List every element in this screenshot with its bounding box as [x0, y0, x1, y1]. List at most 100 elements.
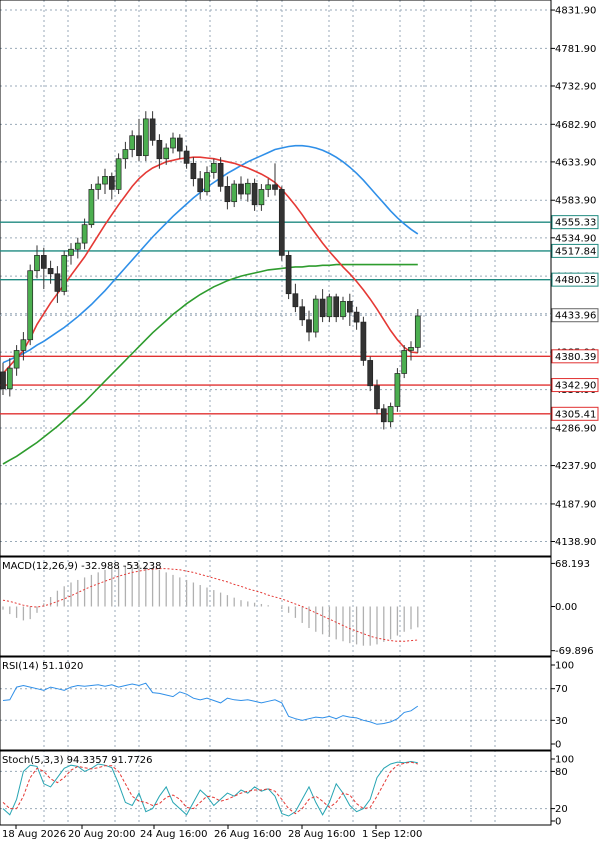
last-price-label: 4433.96: [555, 311, 596, 322]
candle-body: [197, 178, 204, 193]
candle-body: [129, 135, 136, 150]
y-tick-label: 4583.90: [555, 196, 596, 207]
candle-body: [285, 255, 292, 295]
rsi-label: RSI(14) 51.1020: [2, 661, 83, 672]
candle-body: [408, 347, 414, 351]
macd-tick-label: 0.00: [555, 602, 577, 613]
candle-body: [81, 224, 88, 244]
candle-body: [108, 176, 115, 190]
stoch-tick-label: 80: [555, 767, 568, 778]
moving-averages: [2, 144, 419, 465]
level-tag-box-1: [551, 243, 599, 258]
level-tag-label: 4342.90: [555, 381, 596, 392]
level-tag-box-5: [551, 406, 599, 421]
last-price-box: [551, 308, 599, 323]
x-tick-label: 18 Aug 2026: [2, 829, 66, 840]
candle-body: [74, 242, 81, 250]
candle-body: [88, 189, 95, 226]
candle-body: [115, 158, 122, 190]
pane-border-main: [0, 0, 552, 557]
candle-body: [374, 385, 380, 410]
candle-body: [299, 306, 306, 321]
candle-body: [231, 183, 238, 203]
candle-body: [333, 296, 340, 318]
level-tag-box-0: [551, 215, 599, 230]
stoch-tick-label: 20: [555, 804, 568, 815]
rsi-line: [2, 682, 419, 725]
candle-body: [292, 293, 299, 308]
candle-body: [387, 406, 394, 423]
ma-blue-line: [2, 144, 419, 364]
y-tick-label: 4781.90: [555, 44, 596, 55]
axes: 4831.90 4781.90 4732.90 4682.90 4633.90 4583.…: [2, 6, 596, 840]
stoch-d-line: [2, 761, 418, 815]
candle-body: [34, 255, 40, 272]
candle-body: [190, 162, 197, 180]
level-tag-label: 4555.33: [555, 218, 596, 229]
candle-body: [47, 268, 54, 275]
candle-body: [6, 367, 13, 390]
x-tick-label: 24 Aug 16:00: [140, 829, 207, 840]
candle-body: [394, 373, 401, 407]
rsi-tick-label: 0: [555, 740, 561, 751]
level-tag-box-4: [551, 378, 599, 393]
level-tag-label: 4305.41: [555, 409, 596, 420]
candle-body: [224, 186, 231, 203]
candle-body: [13, 350, 20, 369]
candle-body: [217, 162, 224, 187]
candle-body: [353, 311, 360, 323]
candle-body: [122, 149, 129, 160]
candle-body: [367, 360, 374, 387]
x-tick-label: 1 Sep 12:00: [362, 829, 422, 840]
stoch-tick-label: 0: [555, 817, 561, 828]
pane-border-rsi: [0, 656, 552, 751]
rsi-tick-label: 70: [555, 684, 568, 695]
candle-body: [278, 189, 285, 256]
rsi-tick-label: 30: [555, 716, 568, 727]
candle-body: [142, 118, 149, 157]
candle-body: [244, 182, 251, 195]
macd-pane: [2, 564, 419, 646]
y-tick-label: 4138.90: [555, 537, 596, 548]
candle-body: [95, 183, 102, 190]
x-tick-label: 26 Aug 16:00: [214, 829, 281, 840]
y-tick-label: 4187.90: [555, 499, 596, 510]
x-tick-label: 20 Aug 20:00: [68, 829, 135, 840]
candle-body: [251, 182, 258, 206]
candle-body: [163, 147, 170, 160]
candle-body: [360, 321, 367, 361]
candle-body: [68, 248, 74, 256]
macd-tick-label: -69.896: [555, 646, 594, 657]
support-resistance-levels: [0, 221, 551, 415]
candle-body: [312, 298, 319, 333]
rsi-pane: [2, 682, 419, 725]
candle-body: [272, 184, 278, 190]
ma-green-line: [2, 263, 418, 465]
grid-lines: [0, 0, 551, 825]
candle-body: [265, 184, 272, 190]
stoch-tick-label: 100: [555, 755, 574, 766]
x-tick-label: 28 Aug 16:00: [288, 829, 355, 840]
level-tag-box-3: [551, 349, 599, 364]
candle-body: [401, 350, 408, 374]
candle-body: [136, 135, 142, 157]
stoch-pane: [2, 760, 418, 817]
level-tag-label: 4480.35: [555, 275, 596, 286]
candle-body: [414, 315, 421, 348]
y-tick-label: 4286.90: [555, 424, 596, 435]
y-tick-label: 4682.90: [555, 120, 596, 131]
rsi-tick-label: 100: [555, 661, 574, 672]
y-tick-label: 4237.90: [555, 461, 596, 472]
y-tick-label: 4633.90: [555, 157, 596, 168]
candle-body: [149, 118, 156, 141]
candle-body: [326, 296, 333, 318]
candle-body: [204, 172, 210, 193]
ma-red-line: [2, 156, 418, 375]
level-tag-label: 4380.39: [555, 352, 596, 363]
candle-body: [27, 270, 34, 341]
candle-body: [0, 371, 6, 390]
level-tag-box-2: [551, 272, 599, 287]
candle-body: [40, 255, 47, 269]
candle-body: [238, 183, 244, 195]
